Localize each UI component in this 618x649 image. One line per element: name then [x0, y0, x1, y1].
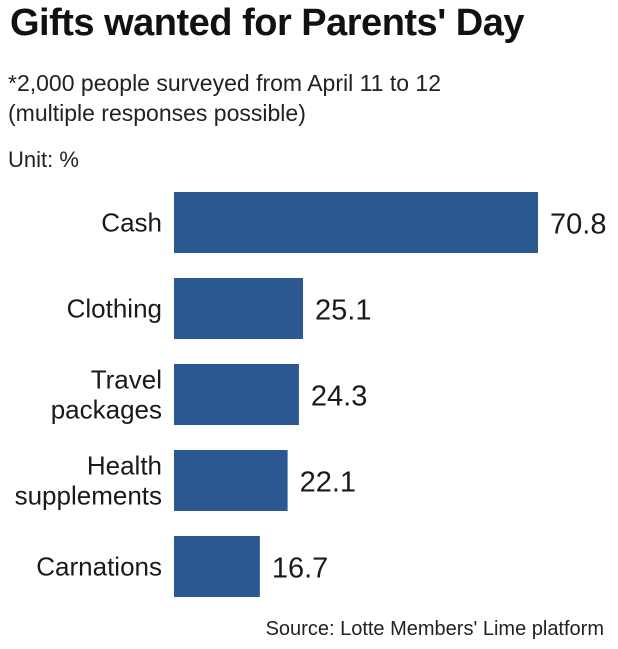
bar-0	[174, 192, 538, 253]
category-label-2-line-0: Travel	[91, 365, 162, 395]
survey-note-line-2: (multiple responses possible)	[8, 100, 306, 126]
category-label-2-line-1: packages	[51, 395, 162, 425]
category-label-1: Clothing	[67, 294, 162, 324]
unit-label: Unit: %	[8, 147, 79, 172]
value-label-0: 70.8	[550, 209, 606, 241]
bar-2	[174, 364, 299, 425]
category-label-1-line-0: Clothing	[67, 294, 162, 324]
category-label-0: Cash	[101, 208, 162, 238]
category-label-4: Carnations	[36, 552, 162, 582]
bar-3	[174, 450, 288, 511]
value-label-3: 22.1	[300, 467, 356, 499]
value-label-2: 24.3	[311, 381, 367, 413]
category-label-3: Health supplements	[15, 451, 162, 511]
value-label-4: 16.7	[272, 553, 328, 585]
category-label-2: Travel packages	[51, 365, 162, 425]
category-label-0-line-0: Cash	[101, 208, 162, 238]
category-label-3-line-0: Health	[87, 451, 162, 481]
bar-1	[174, 278, 304, 339]
chart-title: Gifts wanted for Parents' Day	[10, 2, 525, 44]
category-label-3-line-1: supplements	[15, 481, 162, 511]
bar-4	[174, 536, 260, 597]
source-note: Source: Lotte Members' Lime platform	[265, 618, 604, 640]
survey-note: *2,000 people surveyed from April 11 to …	[8, 68, 441, 128]
category-label-4-line-0: Carnations	[36, 552, 162, 582]
value-label-1: 25.1	[315, 295, 371, 327]
survey-note-line-1: *2,000 people surveyed from April 11 to …	[8, 70, 442, 96]
